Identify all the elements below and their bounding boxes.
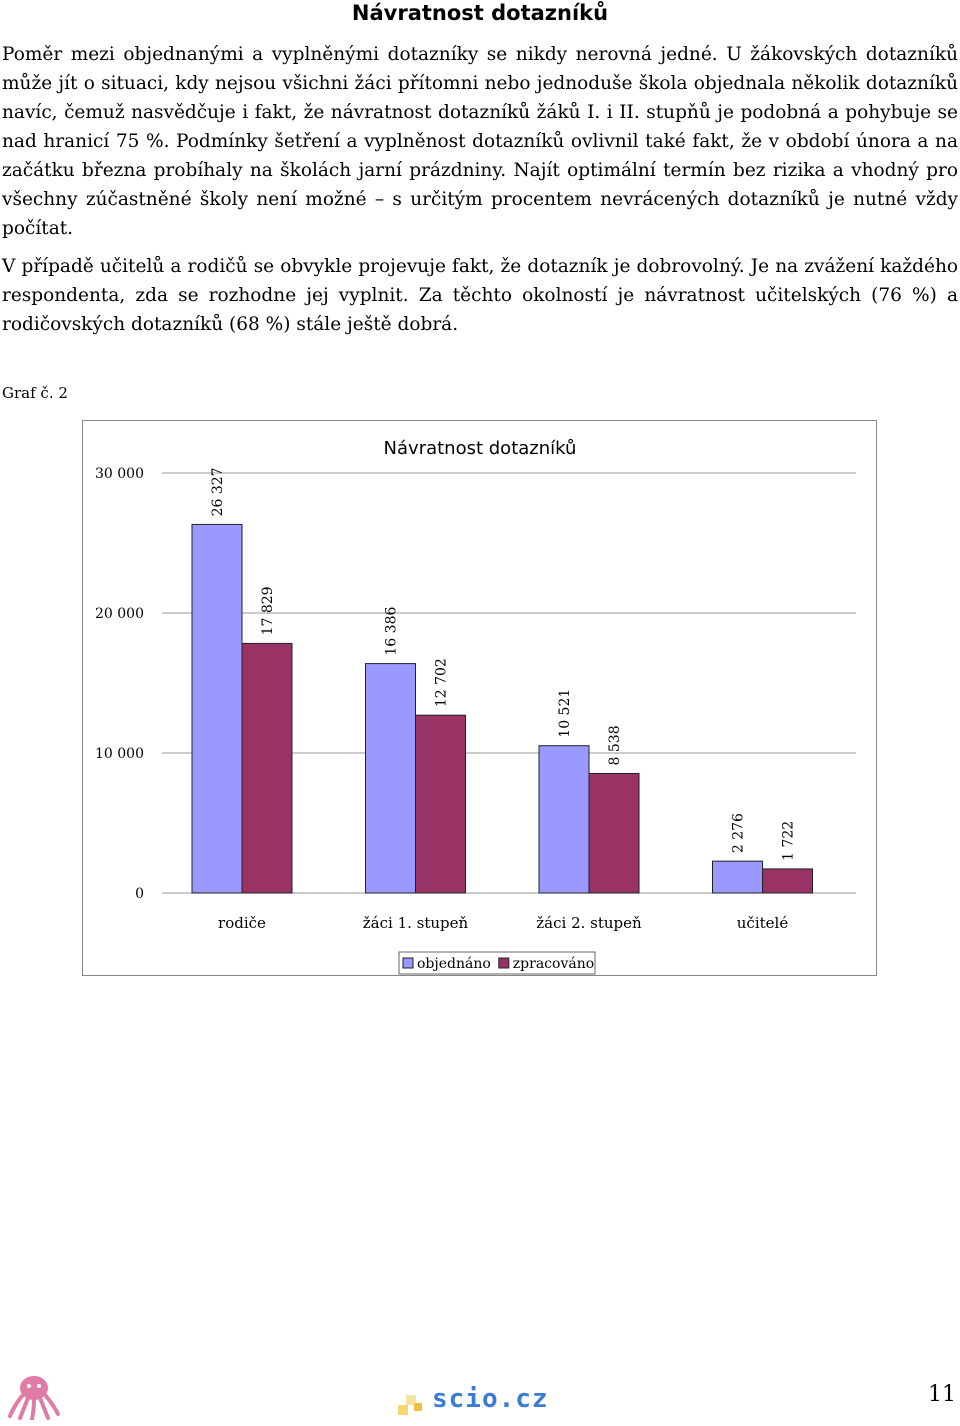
page-number: 11 bbox=[928, 1382, 956, 1407]
data-label: 17 829 bbox=[260, 586, 276, 635]
bar-zpracovano bbox=[762, 868, 813, 894]
y-tick-label: 20 000 bbox=[95, 606, 144, 622]
x-tick-label: žáci 2. stupeň bbox=[536, 914, 642, 932]
chart-title: Návratnost dotazníků bbox=[384, 438, 577, 459]
legend-box bbox=[398, 951, 596, 975]
bar-zpracovano bbox=[588, 772, 640, 894]
legend-swatch bbox=[402, 957, 414, 969]
octopus-logo-icon bbox=[8, 1376, 60, 1420]
x-tick-label: učitelé bbox=[737, 914, 789, 932]
bar-zpracovano bbox=[241, 642, 293, 894]
data-label: 12 702 bbox=[434, 658, 450, 707]
data-label: 10 521 bbox=[557, 689, 573, 738]
legend-label: objednáno bbox=[417, 956, 491, 972]
data-label: 16 386 bbox=[384, 607, 400, 656]
bar-objednano bbox=[538, 745, 590, 894]
bar-objednano bbox=[191, 523, 243, 894]
paragraph-2: V případě učitelů a rodičů se obvykle pr… bbox=[2, 256, 958, 335]
legend-swatch bbox=[498, 957, 510, 969]
scio-logo-text: scio.cz bbox=[432, 1384, 549, 1414]
chart-svg: Návratnost dotazníků 0 10 000 20 000 30 000 2… bbox=[95, 438, 856, 975]
paragraph-1: Poměr mezi objednanými a vyplněnými dota… bbox=[2, 44, 958, 239]
y-tick-label: 30 000 bbox=[95, 466, 144, 482]
data-label: 1 722 bbox=[781, 821, 797, 861]
y-tick-label: 10 000 bbox=[95, 746, 144, 762]
x-tick-label: žáci 1. stupeň bbox=[363, 914, 469, 932]
x-tick-label: rodiče bbox=[218, 914, 266, 932]
page-title: Návratnost dotazníků bbox=[351, 1, 609, 25]
bar-zpracovano bbox=[415, 714, 466, 894]
y-tick-label: 0 bbox=[135, 886, 144, 902]
legend-label: zpracováno bbox=[513, 956, 594, 972]
data-label: 8 538 bbox=[607, 725, 623, 765]
chart: Návratnost dotazníků 0 10 000 20 000 30 000 2… bbox=[82, 420, 877, 976]
bar-objednano bbox=[365, 663, 416, 894]
bar-objednano bbox=[712, 860, 763, 894]
data-label: 26 327 bbox=[210, 467, 226, 516]
graph-caption: Graf č. 2 bbox=[2, 384, 68, 402]
data-label: 2 276 bbox=[731, 813, 747, 853]
scio-squares-icon bbox=[398, 1395, 422, 1415]
